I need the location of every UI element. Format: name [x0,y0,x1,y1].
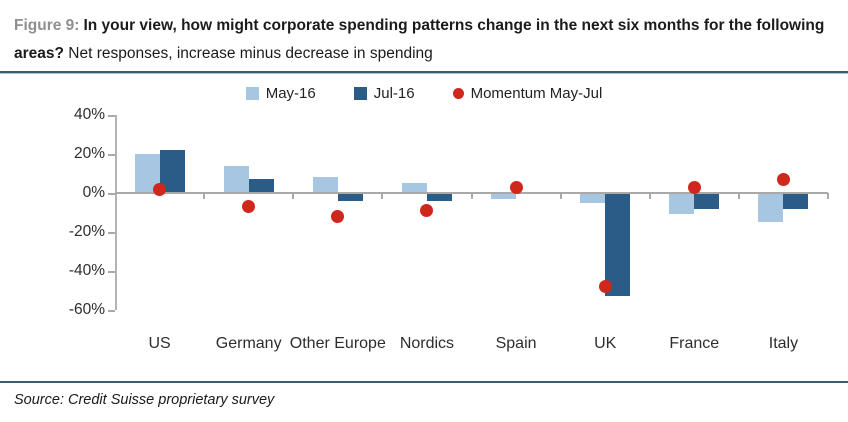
x-axis-tick [470,193,473,199]
x-axis-tick [737,193,740,199]
y-axis-tick-label: -40% [68,262,105,279]
momentum-dot [776,172,790,186]
x-axis-tick [648,193,651,199]
y-axis-line [115,115,117,310]
bar-chart: 40% 20% 0% -20% -40% -60% US Germany Other Europ… [0,105,848,381]
y-axis-tick [108,231,115,234]
x-axis-label: France [669,335,720,352]
jul-16-bar [426,193,452,201]
source-divider [0,381,848,383]
x-axis-tick [559,193,562,199]
x-axis-tick [827,193,829,199]
momentum-dot [598,280,612,294]
x-axis-label: US [148,335,171,352]
x-axis-label: Germany [215,335,282,352]
jul-16-bar [337,193,363,201]
y-axis-tick [108,114,115,117]
y-axis-tick-label: 40% [73,106,105,123]
y-axis-tick [108,192,115,195]
figure-title: Figure 9: In your view, how might corpora… [0,0,848,68]
may-16-swatch-icon [245,86,259,100]
momentum-dot [153,182,167,196]
jul-16-bar [248,179,274,193]
legend-label-jul-16: Jul-16 [373,84,415,102]
x-axis-tick [203,193,206,199]
y-axis-tick-label: 0% [82,184,105,201]
x-axis-label: UK [594,335,617,352]
legend-item-may-16: May-16 [245,84,316,102]
momentum-dot [509,180,523,194]
y-axis-tick-label: -60% [68,301,105,318]
jul-16-bar [605,193,631,297]
may-16-bar [580,193,606,203]
momentum-dot [420,204,434,218]
jul-16-bar [783,193,809,209]
legend-item-momentum: Momentum May-Jul [452,84,603,102]
x-axis-label: Nordics [399,335,455,352]
figure-subtitle: Net responses, increase minus decrease i… [68,45,433,62]
x-axis-tick [292,193,295,199]
jul-16-bar [694,193,720,209]
y-axis-tick [108,153,115,156]
source-text: Source: Credit Suisse proprietary survey [14,392,275,408]
y-axis-tick [108,309,115,312]
x-axis-label: Italy [768,335,799,352]
legend-item-jul-16: Jul-16 [353,84,415,102]
momentum-dot [331,209,345,223]
x-axis-zero-line [115,192,828,194]
may-16-bar [223,165,249,193]
momentum-dot-icon [452,87,464,99]
y-axis-tick [108,270,115,273]
momentum-dot [687,180,701,194]
legend-label-may-16: May-16 [265,84,316,102]
jul-16-swatch-icon [353,86,367,100]
title-divider [0,71,848,74]
x-axis-tick [381,193,384,199]
x-axis-label: Spain [495,335,537,352]
x-axis-label: Other Europe [289,335,386,352]
may-16-bar [758,193,784,223]
figure-number-label: Figure 9: [14,17,80,34]
may-16-bar [491,193,517,199]
momentum-dot [242,200,256,214]
may-16-bar [401,183,427,193]
may-16-bar [312,177,338,193]
y-axis-tick-label: 20% [73,145,105,162]
y-axis-tick-label: -20% [68,223,105,240]
figure-question: In your view, how might corporate spendi… [14,17,825,62]
legend: May-16 Jul-16 Momentum May-Jul [0,81,848,105]
legend-label-momentum: Momentum May-Jul [470,84,603,102]
may-16-bar [669,193,695,215]
